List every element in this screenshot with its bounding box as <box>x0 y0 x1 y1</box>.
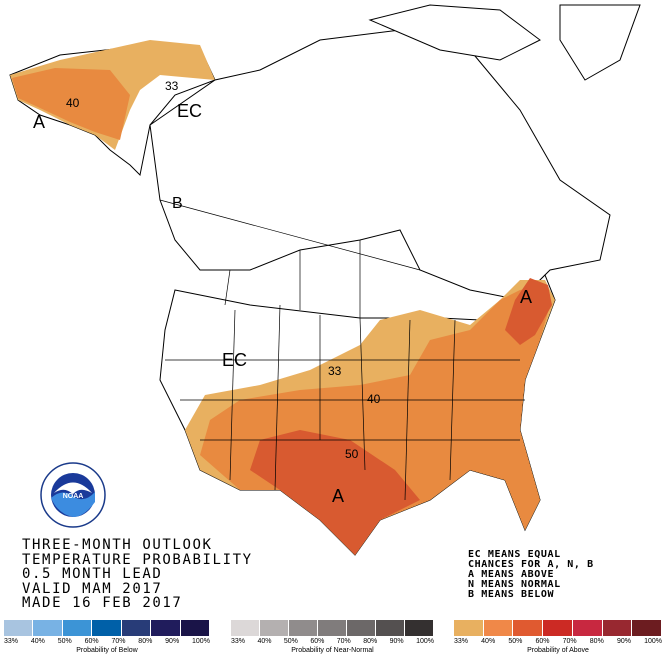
contour-40-alaska: 40 <box>66 96 80 110</box>
outlook-title: THREE-MONTH OUTLOOK TEMPERATURE PROBABIL… <box>22 538 253 611</box>
label-key: EC MEANS EQUAL CHANCES FOR A, N, B A MEA… <box>468 550 594 600</box>
legend-tick: 70% <box>336 638 351 645</box>
legend-swatch <box>151 620 181 636</box>
legend-tick: 40% <box>30 638 45 645</box>
label-ec-conus: EC <box>222 350 247 370</box>
legend-swatch <box>260 620 289 636</box>
title-line: TEMPERATURE PROBABILITY <box>22 551 253 568</box>
legend-swatch <box>92 620 122 636</box>
legend-tick: 90% <box>616 638 631 645</box>
legend-swatch <box>602 620 633 636</box>
label-a-alaska: A <box>33 112 45 132</box>
legend-swatch <box>121 620 152 636</box>
key-line: EC MEANS EQUAL <box>468 549 561 560</box>
label-a-south: A <box>332 486 344 506</box>
legend-tick: 70% <box>111 638 126 645</box>
legend-tick: 40% <box>481 638 496 645</box>
legend-tick: 60% <box>535 638 550 645</box>
legend-near-normal: 33% 40% 50% 60% 70% 80% 90% 100% Probability of … <box>231 620 434 656</box>
title-line: THREE-MONTH OUTLOOK <box>22 537 213 553</box>
legend-tick: 70% <box>562 638 577 645</box>
contour-40-conus: 40 <box>367 392 381 406</box>
legend-label: Probability of Above <box>527 647 589 654</box>
noaa-logo: NOAA <box>40 462 106 528</box>
legend-swatch <box>513 620 544 636</box>
legend-tick: 60% <box>310 638 325 645</box>
legend-tick: 90% <box>165 638 180 645</box>
label-a-east: A <box>520 287 532 307</box>
legend-swatch <box>318 620 347 636</box>
legend-swatch <box>454 620 484 636</box>
legend-tick: 100% <box>644 638 662 645</box>
legend-tick: 90% <box>389 638 404 645</box>
contour-50-conus: 50 <box>345 447 359 461</box>
legend-swatch <box>33 620 63 636</box>
conus-above-50 <box>250 430 420 555</box>
label-ec-alaska: EC <box>177 101 202 121</box>
legend-tick: 33% <box>454 638 469 645</box>
contour-33-conus: 33 <box>328 364 342 378</box>
northeast-above-50 <box>505 278 552 345</box>
legend-tick: 80% <box>138 638 153 645</box>
legend-above: 33% 40% 50% 60% 70% 80% 90% 100% Probability of … <box>454 620 663 656</box>
legend-swatch <box>180 620 210 636</box>
key-line: A MEANS ABOVE <box>468 569 555 580</box>
legend-tick: 80% <box>589 638 604 645</box>
legend-swatch <box>483 620 514 636</box>
legend-tick: 50% <box>283 638 298 645</box>
legend-tick: 100% <box>416 638 434 645</box>
legend-swatch <box>347 620 376 636</box>
key-line: N MEANS NORMAL <box>468 579 561 590</box>
legend-below: 33% 40% 50% 60% 70% 80% 90% 100% Probability of … <box>4 620 210 656</box>
title-line: MADE 16 FEB 2017 <box>22 595 183 611</box>
legend-swatch <box>376 620 405 636</box>
legend-swatch <box>632 620 663 636</box>
alaska-above-40 <box>12 68 130 140</box>
legend-swatch <box>543 620 573 636</box>
greenland-outline <box>559 4 641 81</box>
logo-text: NOAA <box>63 493 84 500</box>
legend-swatch <box>572 620 603 636</box>
legend-swatch <box>62 620 93 636</box>
title-line: VALID MAM 2017 <box>22 580 163 597</box>
legend-tick: 60% <box>84 638 99 645</box>
legend-swatch <box>289 620 318 636</box>
legend-tick: 50% <box>508 638 523 645</box>
legend-swatch <box>231 620 260 636</box>
legend-tick: 80% <box>363 638 378 645</box>
legend-tick: 100% <box>192 638 210 645</box>
legend-label: Probability of Below <box>76 647 138 654</box>
state-boundaries <box>159 199 525 501</box>
key-line: B MEANS BELOW <box>468 589 555 600</box>
legend-tick: 40% <box>257 638 272 645</box>
label-b-canada: B <box>172 195 183 212</box>
legend-tick: 33% <box>231 638 246 645</box>
key-line: CHANCES FOR A, N, B <box>468 559 594 570</box>
arctic-islands <box>368 4 541 61</box>
legend-tick: 33% <box>4 638 19 645</box>
contour-33-alaska: 33 <box>165 79 179 93</box>
legend-label: Probability of Near-Normal <box>291 647 374 654</box>
legend-swatch <box>4 620 34 636</box>
legend-swatch <box>405 620 434 636</box>
temperature-outlook-map: EC EC A A A 33 40 33 40 50 B <box>9 4 641 556</box>
legend-tick: 50% <box>57 638 72 645</box>
title-line: 0.5 MONTH LEAD <box>22 566 163 582</box>
